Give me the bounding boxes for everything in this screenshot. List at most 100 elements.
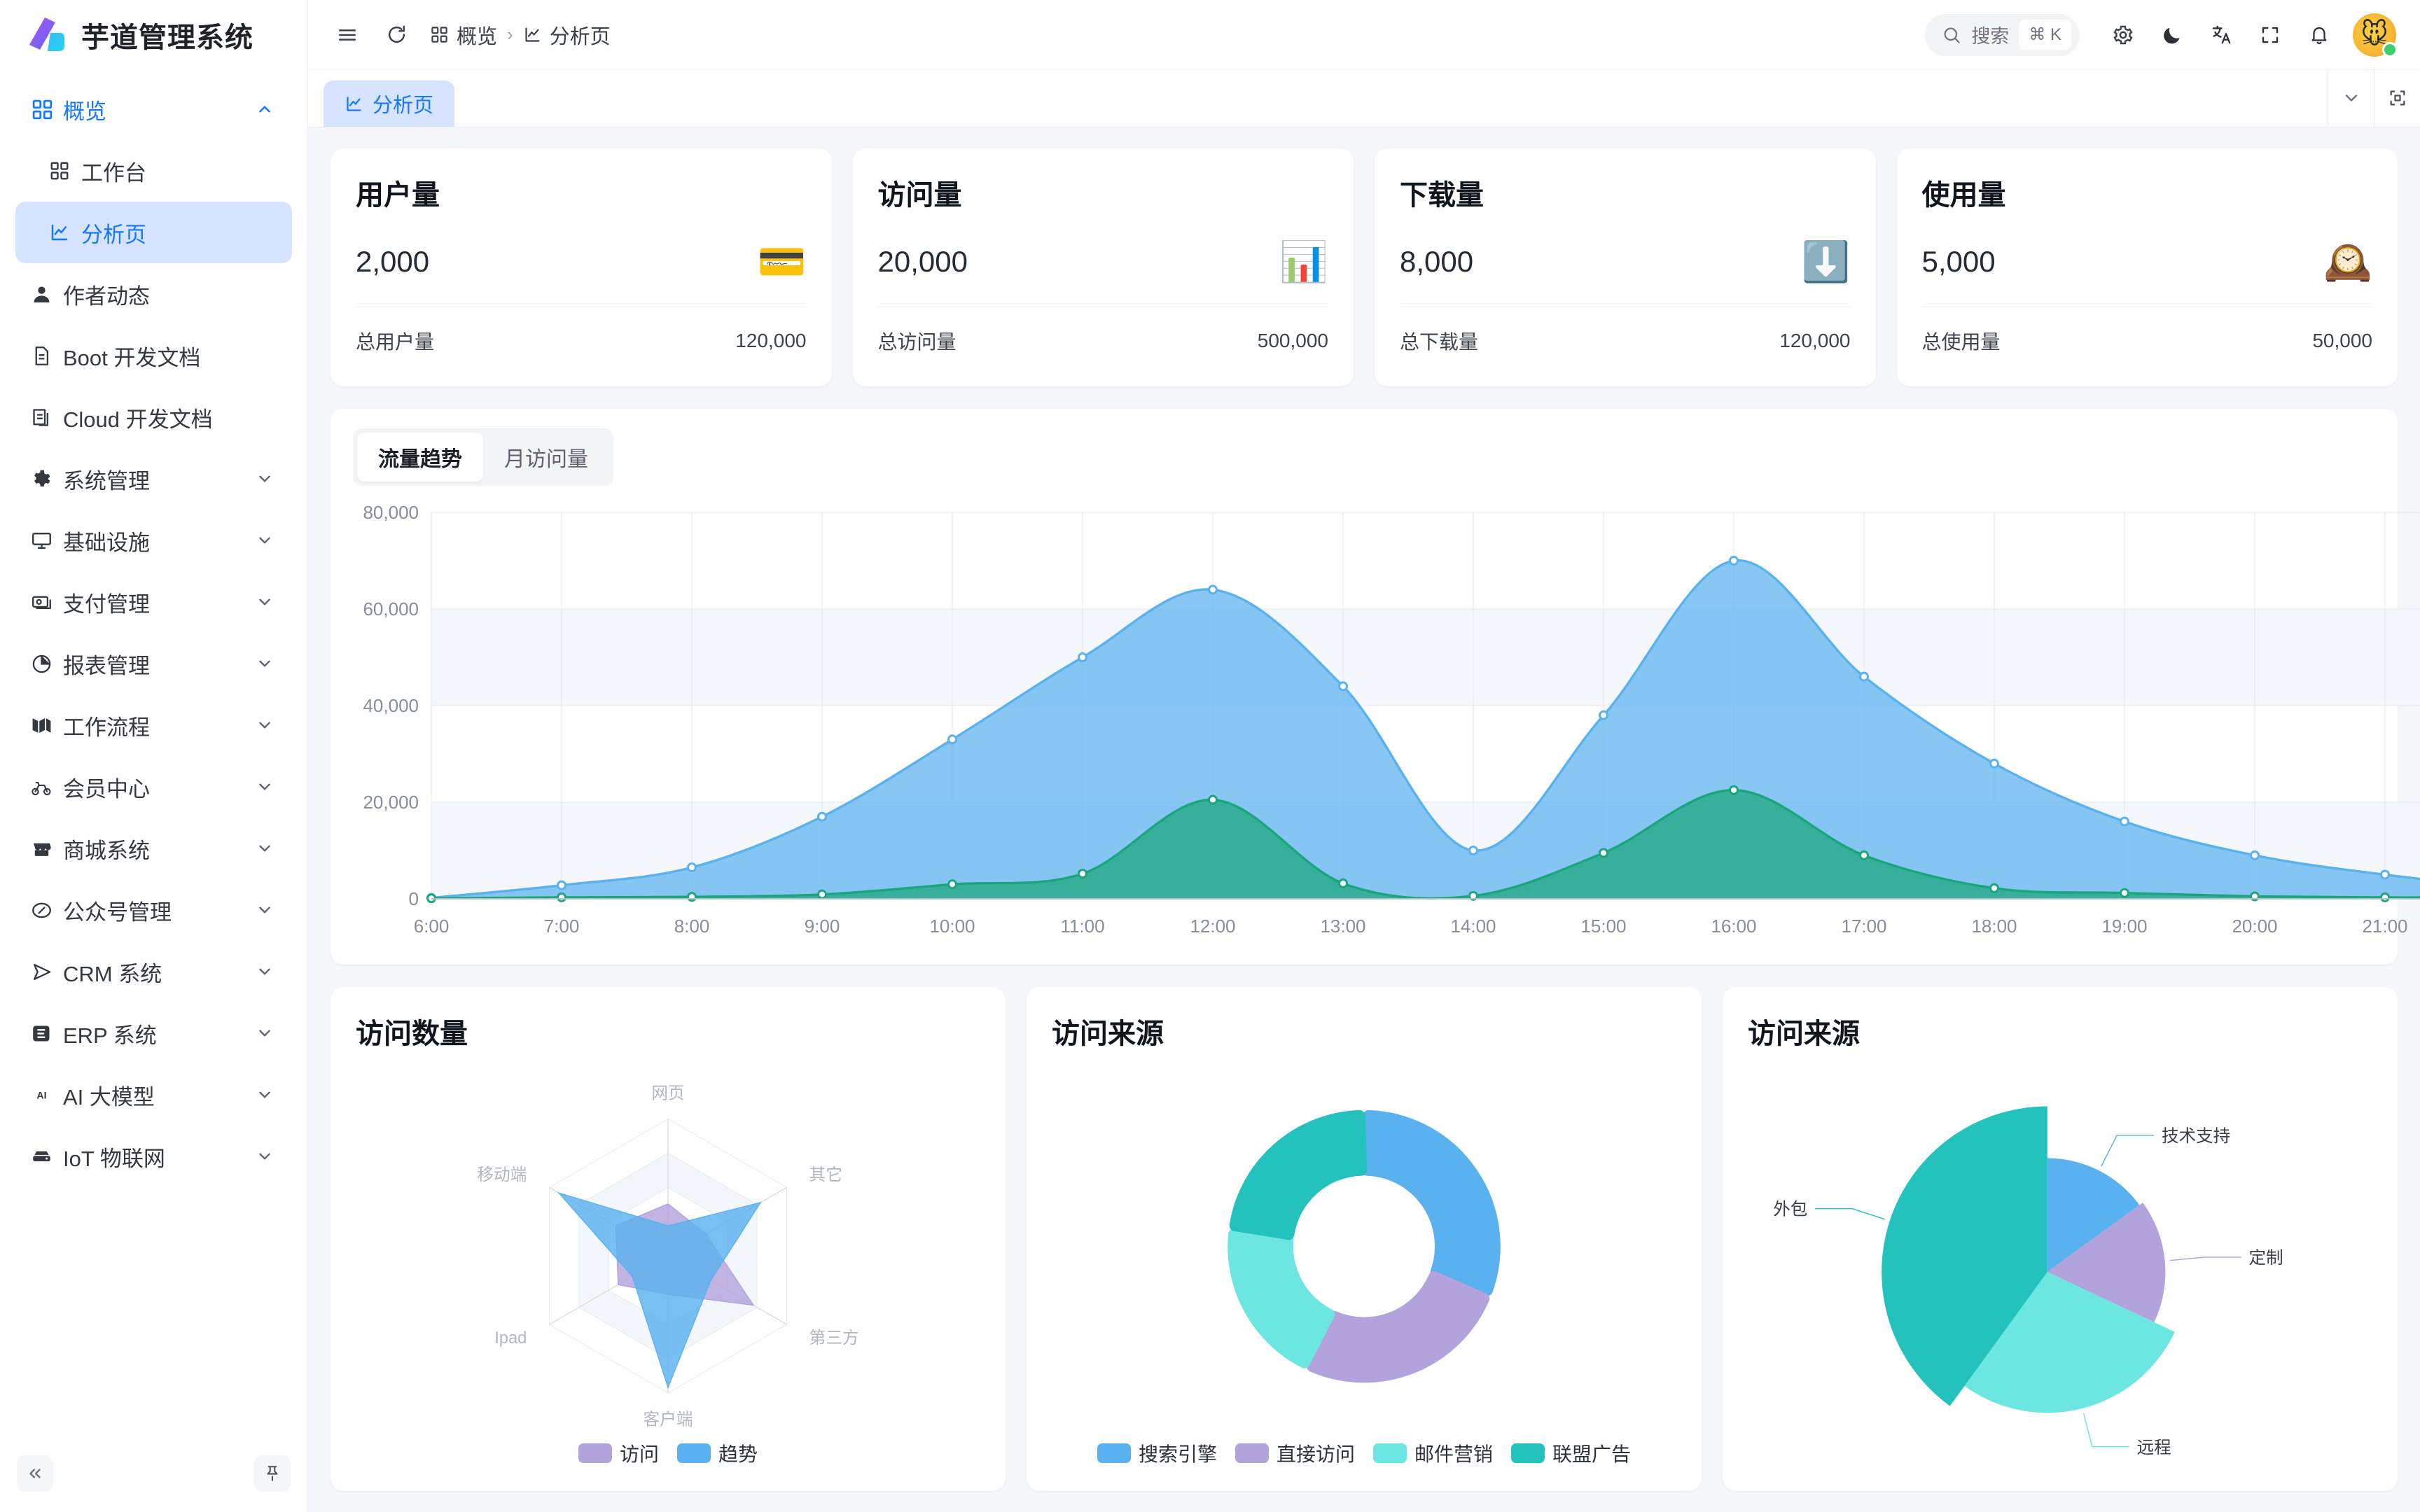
sidebar-item-author-news[interactable]: 作者动态 bbox=[15, 263, 292, 325]
sidebar-item-iot[interactable]: IoT 物联网 bbox=[15, 1126, 292, 1187]
settings-button[interactable] bbox=[2108, 20, 2139, 50]
dark-mode-button[interactable] bbox=[2157, 20, 2188, 50]
legend-label: 邮件营销 bbox=[1414, 1443, 1494, 1465]
rose-chart-body: 技术支持 定制 远程 外包 bbox=[1748, 1051, 2372, 1467]
radar-chart-body: 网页 其它 第三方 客户端 Ipad 移动端 bbox=[356, 1051, 980, 1435]
sidebar-item-report[interactable]: 报表管理 bbox=[15, 633, 292, 694]
menu-toggle-button[interactable] bbox=[332, 20, 363, 50]
breadcrumb-label: 概览 bbox=[457, 25, 498, 48]
stat-total-label: 总用户量 bbox=[356, 331, 435, 353]
stat-value: 5,000 bbox=[1921, 245, 1996, 278]
topbar: 概览 › 分析页 搜索 ⌘ K bbox=[308, 0, 2420, 70]
clock-icon: 🕰️ bbox=[2323, 239, 2372, 284]
breadcrumb-item-analysis[interactable]: 分析页 bbox=[523, 20, 611, 50]
sidebar: 芋道管理系统 概览 bbox=[0, 0, 308, 1512]
svg-text:14:00: 14:00 bbox=[1450, 916, 1496, 937]
stat-total-row: 总访问量 500,000 bbox=[877, 307, 1328, 355]
bell-icon bbox=[2309, 24, 2330, 46]
sidebar-item-official-account[interactable]: 公众号管理 bbox=[15, 879, 292, 941]
credit-card-icon: 💳 bbox=[757, 239, 807, 284]
legend-item[interactable]: 趋势 bbox=[677, 1439, 758, 1467]
refresh-button[interactable] bbox=[381, 20, 412, 50]
chevron-down-icon bbox=[2342, 88, 2361, 108]
fullscreen-button[interactable] bbox=[2255, 20, 2286, 50]
rose-chart-card: 访问来源 技术支持 定制 远程 外包 bbox=[1723, 987, 2398, 1491]
svg-text:客户端: 客户端 bbox=[644, 1410, 693, 1429]
stat-value: 2,000 bbox=[356, 245, 430, 278]
donut-chart-svg bbox=[1228, 1110, 1501, 1383]
sidebar-item-crm[interactable]: CRM 系统 bbox=[15, 941, 292, 1002]
stat-total-label: 总使用量 bbox=[1921, 331, 2001, 353]
sidebar-pin-button[interactable] bbox=[254, 1455, 291, 1492]
avatar[interactable]: 🐭 bbox=[2353, 13, 2398, 57]
legend-item[interactable]: 搜索引擎 bbox=[1097, 1439, 1217, 1467]
sidebar-item-system[interactable]: 系统管理 bbox=[15, 448, 292, 510]
chevron-down-icon bbox=[253, 962, 277, 981]
breadcrumb-item-overview[interactable]: 概览 bbox=[430, 20, 497, 50]
sidebar-item-label: AI 大模型 bbox=[63, 1084, 155, 1110]
legend-swatch bbox=[1373, 1443, 1407, 1463]
svg-text:11:00: 11:00 bbox=[1060, 916, 1104, 937]
sidebar-item-label: 分析页 bbox=[81, 222, 146, 247]
app-logo[interactable]: 芋道管理系统 bbox=[0, 0, 307, 70]
trend-tab-traffic[interactable]: 流量趋势 bbox=[357, 433, 483, 482]
svg-text:80,000: 80,000 bbox=[363, 502, 419, 523]
sidebar-item-ai[interactable]: AI AI 大模型 bbox=[15, 1064, 292, 1126]
sidebar-item-infrastructure[interactable]: 基础设施 bbox=[15, 510, 292, 571]
legend-item[interactable]: 访问 bbox=[578, 1439, 659, 1467]
chevron-down-icon bbox=[253, 839, 277, 858]
sidebar-item-payment[interactable]: 支付管理 bbox=[15, 571, 292, 633]
svg-text:9:00: 9:00 bbox=[805, 916, 840, 937]
search-button[interactable]: 搜索 ⌘ K bbox=[1925, 13, 2080, 56]
gear-icon bbox=[31, 468, 63, 490]
svg-text:12:00: 12:00 bbox=[1190, 916, 1235, 937]
tab-dropdown-button[interactable] bbox=[2328, 69, 2374, 127]
svg-text:10:00: 10:00 bbox=[929, 916, 975, 937]
sidebar-item-overview[interactable]: 概览 bbox=[15, 78, 292, 140]
donut-chart-card: 访问来源 搜索引擎 直接访问 邮件营销 联盟广告 bbox=[1027, 987, 1702, 1491]
translate-icon bbox=[2211, 24, 2232, 46]
sidebar-item-erp[interactable]: ERP 系统 bbox=[15, 1002, 292, 1064]
sidebar-item-analysis[interactable]: 分析页 bbox=[15, 202, 292, 263]
stat-card-downloads: 下载量 8,000 ⬇️ 总下载量 120,000 bbox=[1375, 148, 1876, 386]
stat-card-row: 用户量 2,000 💳 总用户量 120,000 访问量 20,000 📊 bbox=[331, 148, 2398, 386]
panel-title: 访问来源 bbox=[1748, 1018, 1860, 1049]
sidebar-collapse-button[interactable] bbox=[17, 1455, 53, 1492]
svg-text:远程: 远程 bbox=[2137, 1438, 2171, 1457]
chevron-down-icon bbox=[253, 593, 277, 611]
sidebar-item-cloud-docs[interactable]: Cloud 开发文档 bbox=[15, 386, 292, 448]
fullscreen-icon bbox=[2260, 24, 2281, 46]
legend-item[interactable]: 直接访问 bbox=[1235, 1439, 1355, 1467]
panel-title: 访问来源 bbox=[1052, 1018, 1164, 1049]
server-icon bbox=[31, 1146, 63, 1168]
legend-label: 访问 bbox=[619, 1443, 659, 1465]
panel-title: 访问数量 bbox=[356, 1018, 468, 1049]
sidebar-item-member[interactable]: 会员中心 bbox=[15, 756, 292, 818]
shop-icon bbox=[31, 838, 63, 860]
sidebar-item-label: Cloud 开发文档 bbox=[63, 407, 213, 432]
svg-text:40,000: 40,000 bbox=[363, 695, 419, 716]
legend-swatch bbox=[1097, 1443, 1131, 1463]
trend-chart-card: 流量趋势 月访问量 0 20,000 40,000 60,000 80,000 6:00 7… bbox=[331, 409, 2420, 965]
stat-total-row: 总用户量 120,000 bbox=[356, 307, 807, 355]
legend-label: 直接访问 bbox=[1276, 1443, 1355, 1465]
trend-tab-monthly[interactable]: 月访问量 bbox=[504, 448, 588, 471]
svg-text:21:00: 21:00 bbox=[2362, 916, 2407, 937]
legend-item[interactable]: 邮件营销 bbox=[1373, 1439, 1493, 1467]
tab-analysis[interactable]: 分析页 bbox=[324, 80, 455, 127]
content-fullscreen-button[interactable] bbox=[2374, 69, 2420, 127]
notifications-button[interactable] bbox=[2304, 20, 2335, 50]
sidebar-item-boot-docs[interactable]: Boot 开发文档 bbox=[15, 325, 292, 386]
sidebar-item-label: 报表管理 bbox=[63, 653, 150, 678]
legend-item[interactable]: 联盟广告 bbox=[1511, 1439, 1631, 1467]
stat-value: 20,000 bbox=[877, 245, 968, 278]
stat-card-users: 用户量 2,000 💳 总用户量 120,000 bbox=[331, 148, 832, 386]
sidebar-item-workbench[interactable]: 工作台 bbox=[15, 140, 292, 202]
sidebar-item-label: CRM 系统 bbox=[63, 961, 162, 986]
chart-icon bbox=[523, 25, 542, 44]
sidebar-item-mall[interactable]: 商城系统 bbox=[15, 818, 292, 879]
sidebar-item-workflow[interactable]: 工作流程 bbox=[15, 694, 292, 756]
language-button[interactable] bbox=[2206, 20, 2237, 50]
svg-text:6:00: 6:00 bbox=[414, 916, 450, 937]
